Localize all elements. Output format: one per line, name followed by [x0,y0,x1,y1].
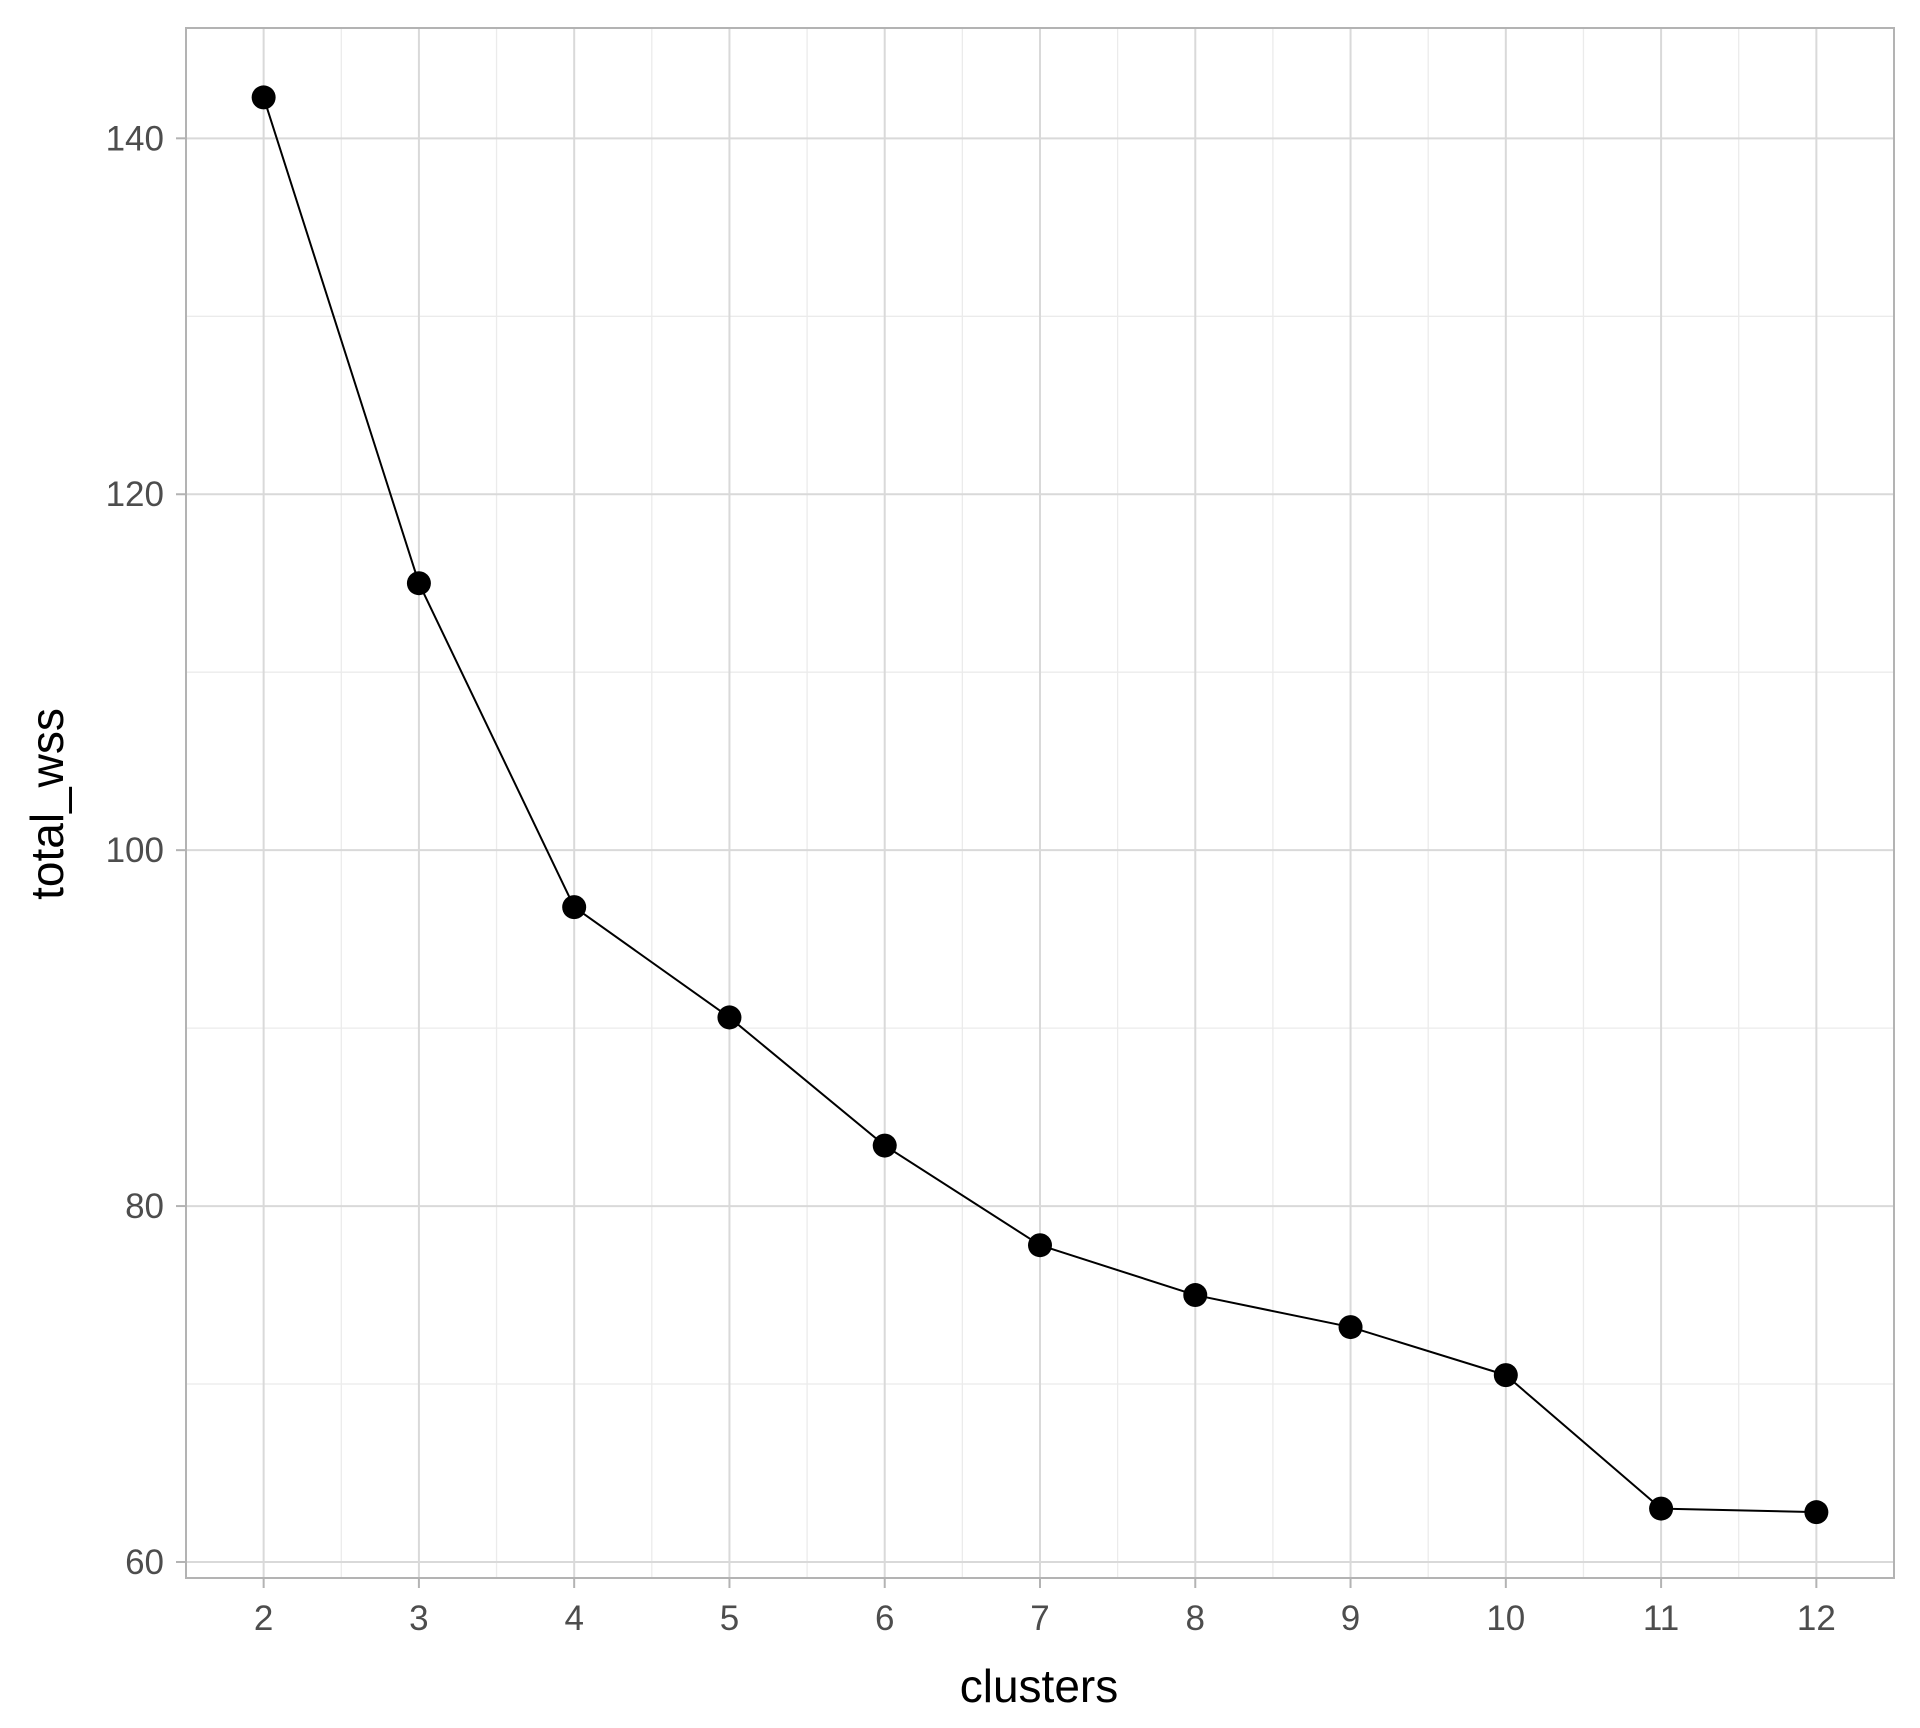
y-tick-label: 140 [106,119,164,158]
x-tick-label: 9 [1341,1599,1360,1638]
data-point [1804,1500,1829,1525]
x-tick-label: 5 [720,1599,739,1638]
data-point [1028,1233,1052,1258]
data-point [1649,1496,1674,1521]
data-point [1183,1283,1208,1308]
y-tick-label: 80 [125,1187,164,1226]
x-tick-label: 8 [1186,1599,1205,1638]
data-point [406,571,431,596]
data-point [1493,1363,1518,1388]
data-point [251,85,276,110]
x-tick-label: 6 [875,1599,894,1638]
y-tick-label: 100 [106,831,164,870]
x-tick-label: 10 [1486,1599,1525,1638]
y-tick-label: 120 [106,475,164,514]
x-tick-label: 7 [1030,1599,1049,1638]
axes-layer: 2 3 4 5 6 7 8 9 10 11 12 60 80 100 120 140 [106,27,1895,1638]
x-tick-label: 12 [1797,1599,1836,1638]
data-point [562,895,587,920]
series-layer [251,85,1829,1525]
x-tick-label: 11 [1643,1599,1679,1638]
x-tick-label: 2 [254,1599,273,1638]
y-tick-label: 60 [125,1543,164,1582]
data-point [872,1133,897,1158]
data-point [1338,1315,1363,1340]
y-axis-title: total_wss [21,708,73,900]
data-point [717,1005,742,1030]
x-tick-label: 3 [409,1599,428,1638]
x-axis-title: clusters [960,1660,1118,1712]
x-tick-label: 4 [564,1599,583,1638]
